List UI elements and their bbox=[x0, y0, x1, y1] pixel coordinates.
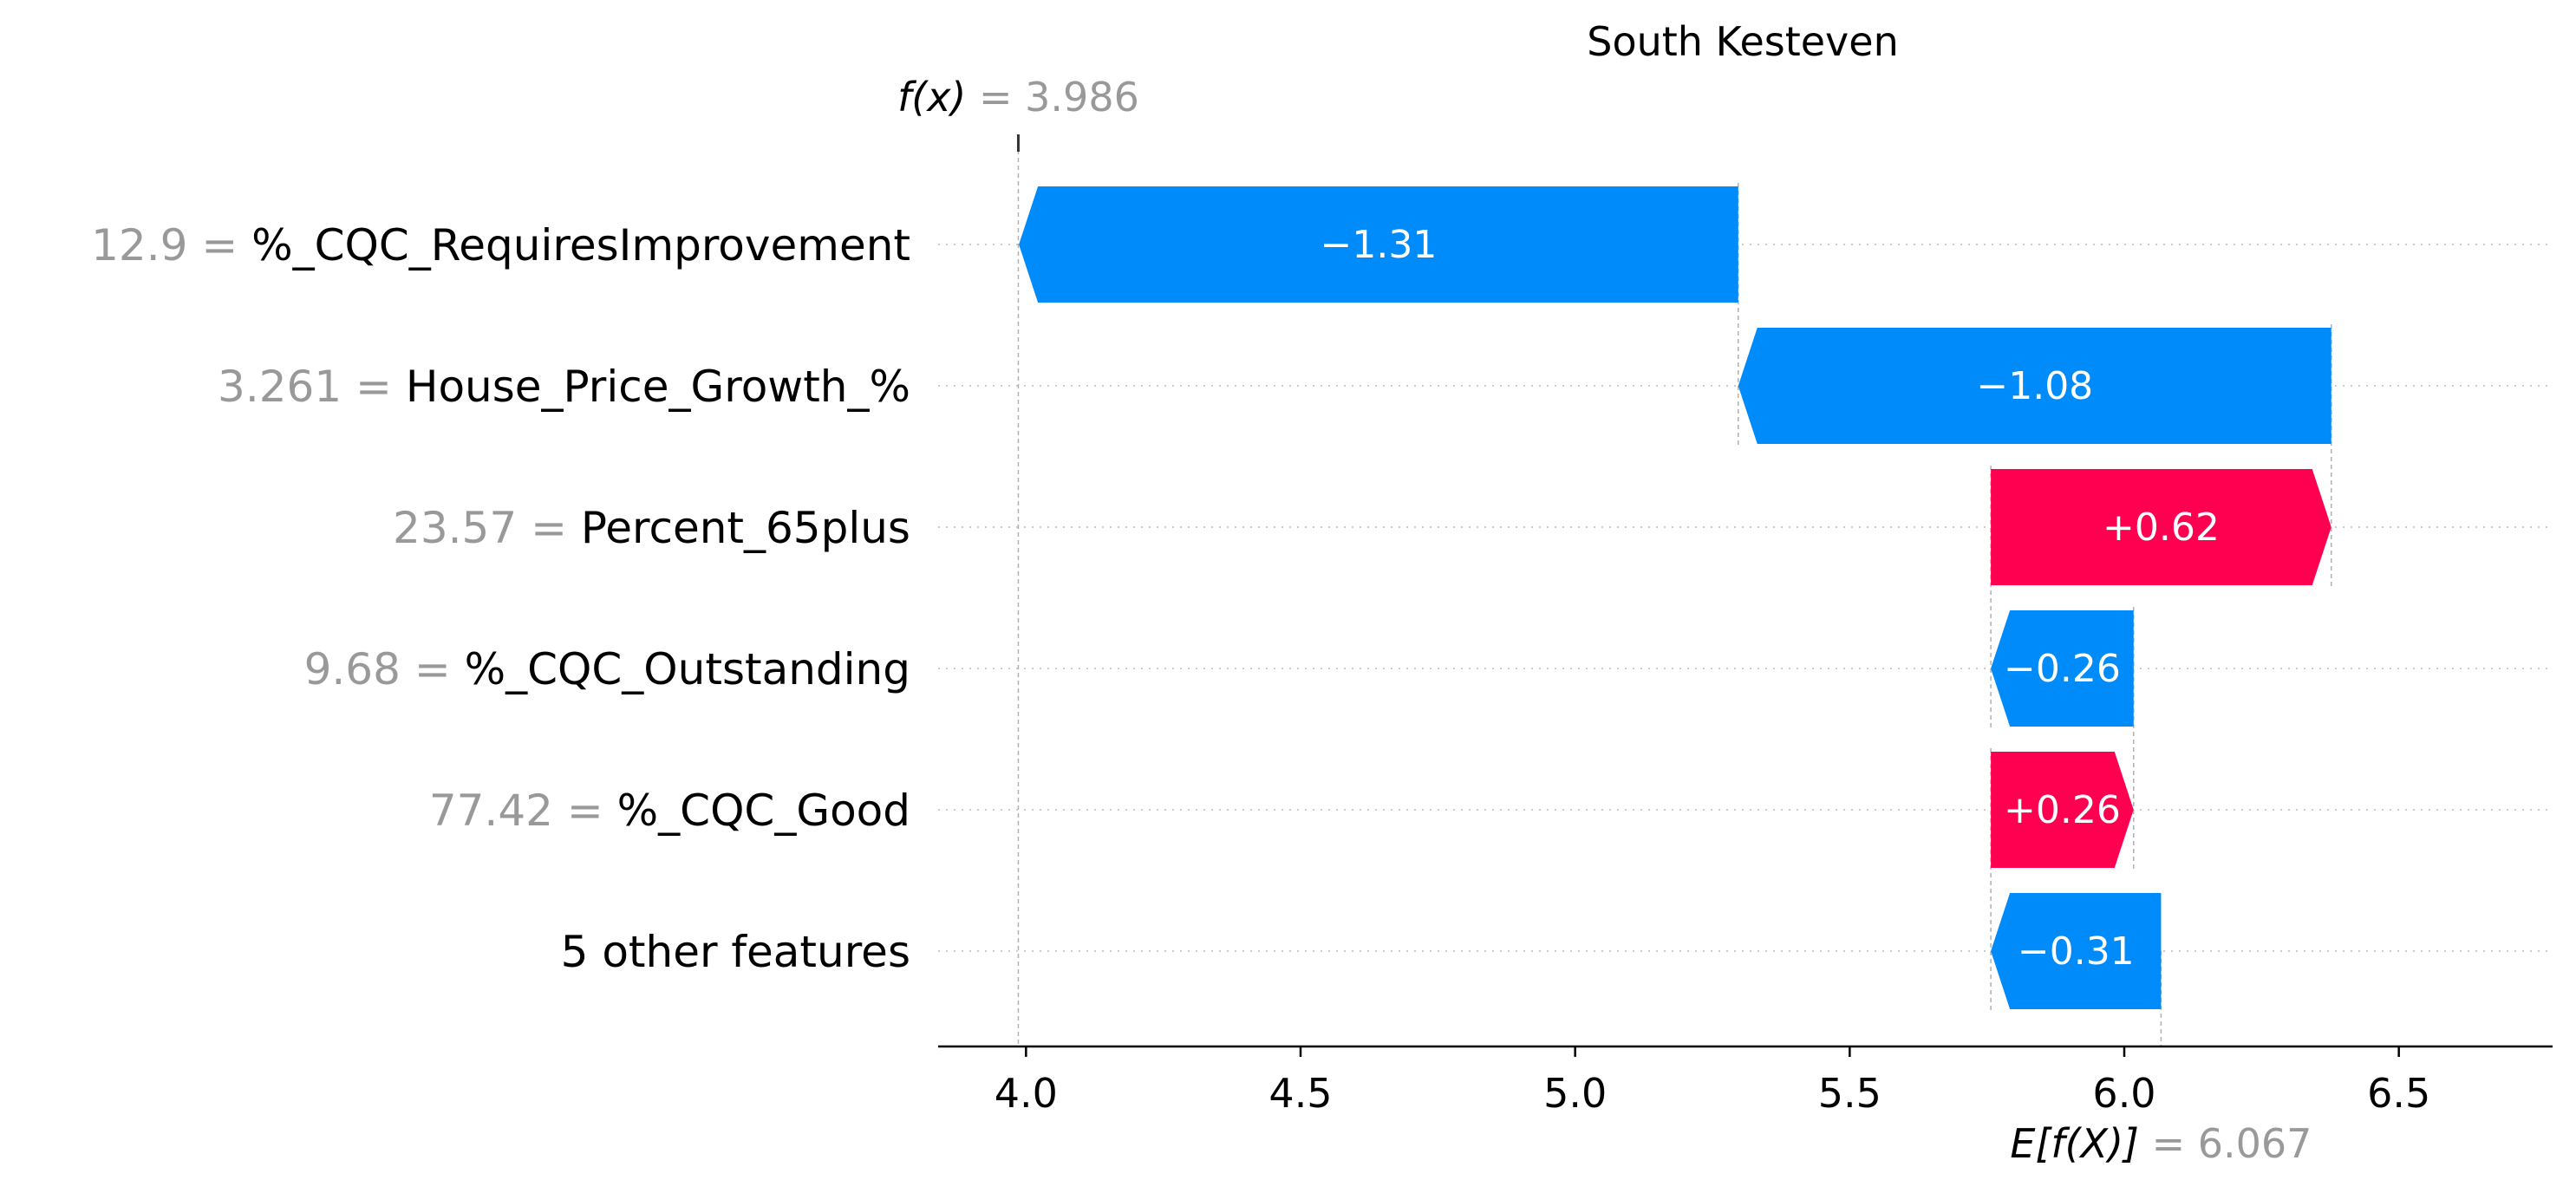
contribution-bars: −1.31 −1.08 +0.62 −0.26 +0.26 −0.31 bbox=[1019, 186, 2331, 1009]
negative-bar bbox=[1991, 893, 2162, 1009]
feature-value: 23.57 = bbox=[393, 503, 581, 553]
feature-name: House_Price_Growth_% bbox=[406, 362, 910, 412]
bar-value-label: +0.62 bbox=[2103, 505, 2220, 550]
bar-connectors bbox=[1016, 134, 2332, 1046]
feature-name: %_CQC_Good bbox=[617, 786, 910, 836]
expected-value-annotation: E[f(X)] = 6.067 bbox=[2010, 1120, 2312, 1167]
feature-name: Percent_65plus bbox=[581, 503, 910, 553]
feature-name: %_CQC_RequiresImprovement bbox=[251, 220, 910, 271]
bar-value-label: +0.26 bbox=[2004, 788, 2121, 832]
output-value-annotation: f(x) = 3.986 bbox=[897, 74, 1139, 121]
x-tick-label: 5.5 bbox=[1818, 1070, 1881, 1117]
x-tick-label: 4.0 bbox=[995, 1070, 1058, 1117]
feature-label: 3.261 = House_Price_Growth_% bbox=[218, 362, 910, 412]
bar-value-label: −0.31 bbox=[2018, 929, 2135, 974]
feature-label: 5 other features bbox=[561, 927, 910, 977]
positive-bar bbox=[1991, 469, 2331, 585]
feature-name: 5 other features bbox=[561, 927, 910, 977]
feature-name: %_CQC_Outstanding bbox=[465, 644, 910, 694]
feature-value: 9.68 = bbox=[304, 644, 465, 694]
feature-value: 12.9 = bbox=[91, 220, 251, 271]
feature-labels: 12.9 = %_CQC_RequiresImprovement 3.261 = … bbox=[91, 220, 910, 977]
bar-value-label: −0.26 bbox=[2004, 647, 2121, 691]
negative-bar bbox=[1019, 186, 1738, 303]
value-annotations: f(x) = 3.986 E[f(X)] = 6.067 bbox=[897, 74, 2312, 1167]
feature-label: 9.68 = %_CQC_Outstanding bbox=[304, 644, 910, 694]
bar-value-label: −1.08 bbox=[1976, 364, 2093, 408]
x-tick-label: 5.0 bbox=[1543, 1070, 1607, 1117]
output-value: = 3.986 bbox=[979, 74, 1139, 121]
positive-bar bbox=[1991, 752, 2134, 868]
feature-label: 23.57 = Percent_65plus bbox=[393, 503, 910, 553]
expected-value: = 6.067 bbox=[2152, 1120, 2312, 1167]
feature-label: 77.42 = %_CQC_Good bbox=[429, 786, 910, 836]
feature-value: 3.261 = bbox=[218, 362, 406, 412]
x-tick-label: 4.5 bbox=[1268, 1070, 1332, 1117]
feature-label: 12.9 = %_CQC_RequiresImprovement bbox=[91, 220, 910, 271]
chart-title: South Kesteven bbox=[1587, 18, 1898, 65]
x-axis: 4.0 4.5 5.0 5.5 6.0 6.5 bbox=[938, 1045, 2553, 1117]
x-tick-label: 6.0 bbox=[2092, 1070, 2155, 1117]
output-label: f(x) bbox=[897, 74, 979, 121]
bar-value-label: −1.31 bbox=[1321, 223, 1438, 267]
feature-value: 77.42 = bbox=[429, 786, 617, 836]
negative-bar bbox=[1738, 328, 2331, 444]
negative-bar bbox=[1991, 610, 2134, 727]
expected-value-label: E[f(X)] bbox=[2010, 1120, 2151, 1167]
x-tick-label: 6.5 bbox=[2367, 1070, 2430, 1117]
